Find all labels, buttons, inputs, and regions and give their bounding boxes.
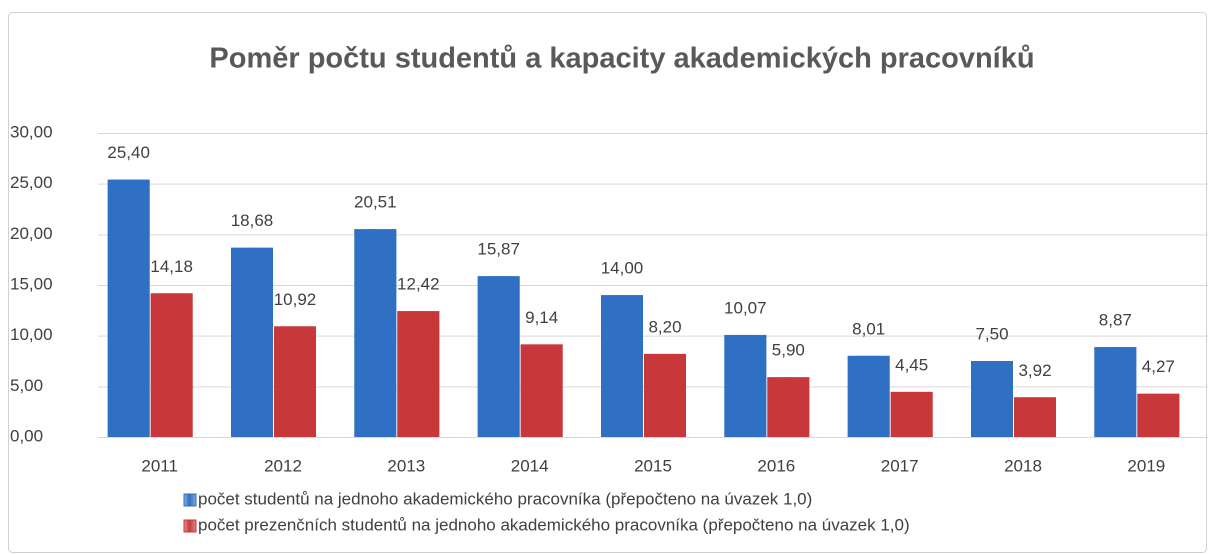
legend-label: počet prezenčních studentů na jednoho ak…	[198, 515, 910, 534]
data-label: 18,68	[231, 211, 274, 230]
x-tick-label: 2011	[141, 456, 178, 475]
bar-shade	[1014, 397, 1056, 437]
x-tick-label: 2012	[264, 456, 302, 475]
data-label: 20,51	[354, 193, 397, 212]
bar-shade	[274, 326, 316, 437]
data-label: 9,14	[525, 308, 558, 327]
bar-shade	[107, 179, 150, 437]
legend-swatch	[183, 519, 197, 533]
data-label: 12,42	[397, 275, 440, 294]
data-label: 14,18	[150, 257, 193, 276]
x-tick-label: 2017	[881, 456, 919, 475]
data-label: 7,50	[975, 324, 1008, 343]
bar-shade	[354, 229, 397, 437]
bar-shade	[601, 295, 643, 437]
bar-shade	[1137, 393, 1180, 437]
x-tick-label: 2018	[1004, 456, 1042, 475]
data-label: 4,27	[1142, 357, 1175, 376]
y-tick-label: 30,00	[10, 122, 53, 141]
y-tick-label: 0,00	[10, 426, 43, 445]
bar-shade	[1094, 347, 1137, 437]
chart-title: Poměr počtu studentů a kapacity akademic…	[209, 43, 1034, 75]
bar-shade	[397, 311, 440, 437]
data-label: 10,07	[724, 298, 767, 317]
y-tick-label: 10,00	[10, 325, 53, 344]
data-label: 4,45	[895, 355, 928, 374]
legend-swatch	[183, 493, 197, 507]
bar-shade	[971, 361, 1013, 437]
legend-label: počet studentů na jednoho akademického p…	[198, 489, 812, 508]
data-label: 8,01	[852, 319, 885, 338]
bar-shade	[644, 353, 686, 437]
x-tick-label: 2015	[634, 456, 672, 475]
bar-shade	[150, 293, 193, 437]
data-label: 8,87	[1099, 311, 1132, 330]
y-tick-label: 5,00	[10, 376, 43, 395]
bar-shade	[477, 276, 520, 437]
bar-shade	[767, 377, 810, 437]
x-tick-label: 2016	[757, 456, 795, 475]
bar-shade	[890, 391, 933, 437]
data-label: 10,92	[274, 290, 317, 309]
data-label: 14,00	[601, 259, 644, 278]
bar-shade	[520, 344, 563, 437]
data-label: 3,92	[1018, 361, 1051, 380]
data-label: 5,90	[772, 341, 805, 360]
data-label: 15,87	[477, 240, 520, 259]
bar-shade	[847, 355, 890, 437]
x-tick-label: 2014	[511, 456, 549, 475]
data-label: 25,40	[107, 143, 150, 162]
data-label: 8,20	[648, 317, 681, 336]
bar-shade	[724, 334, 767, 437]
y-tick-label: 20,00	[10, 224, 53, 243]
bar-shade	[231, 247, 273, 437]
y-tick-label: 25,00	[10, 173, 53, 192]
y-tick-label: 15,00	[10, 274, 53, 293]
x-tick-label: 2013	[387, 456, 425, 475]
x-tick-label: 2019	[1127, 456, 1165, 475]
